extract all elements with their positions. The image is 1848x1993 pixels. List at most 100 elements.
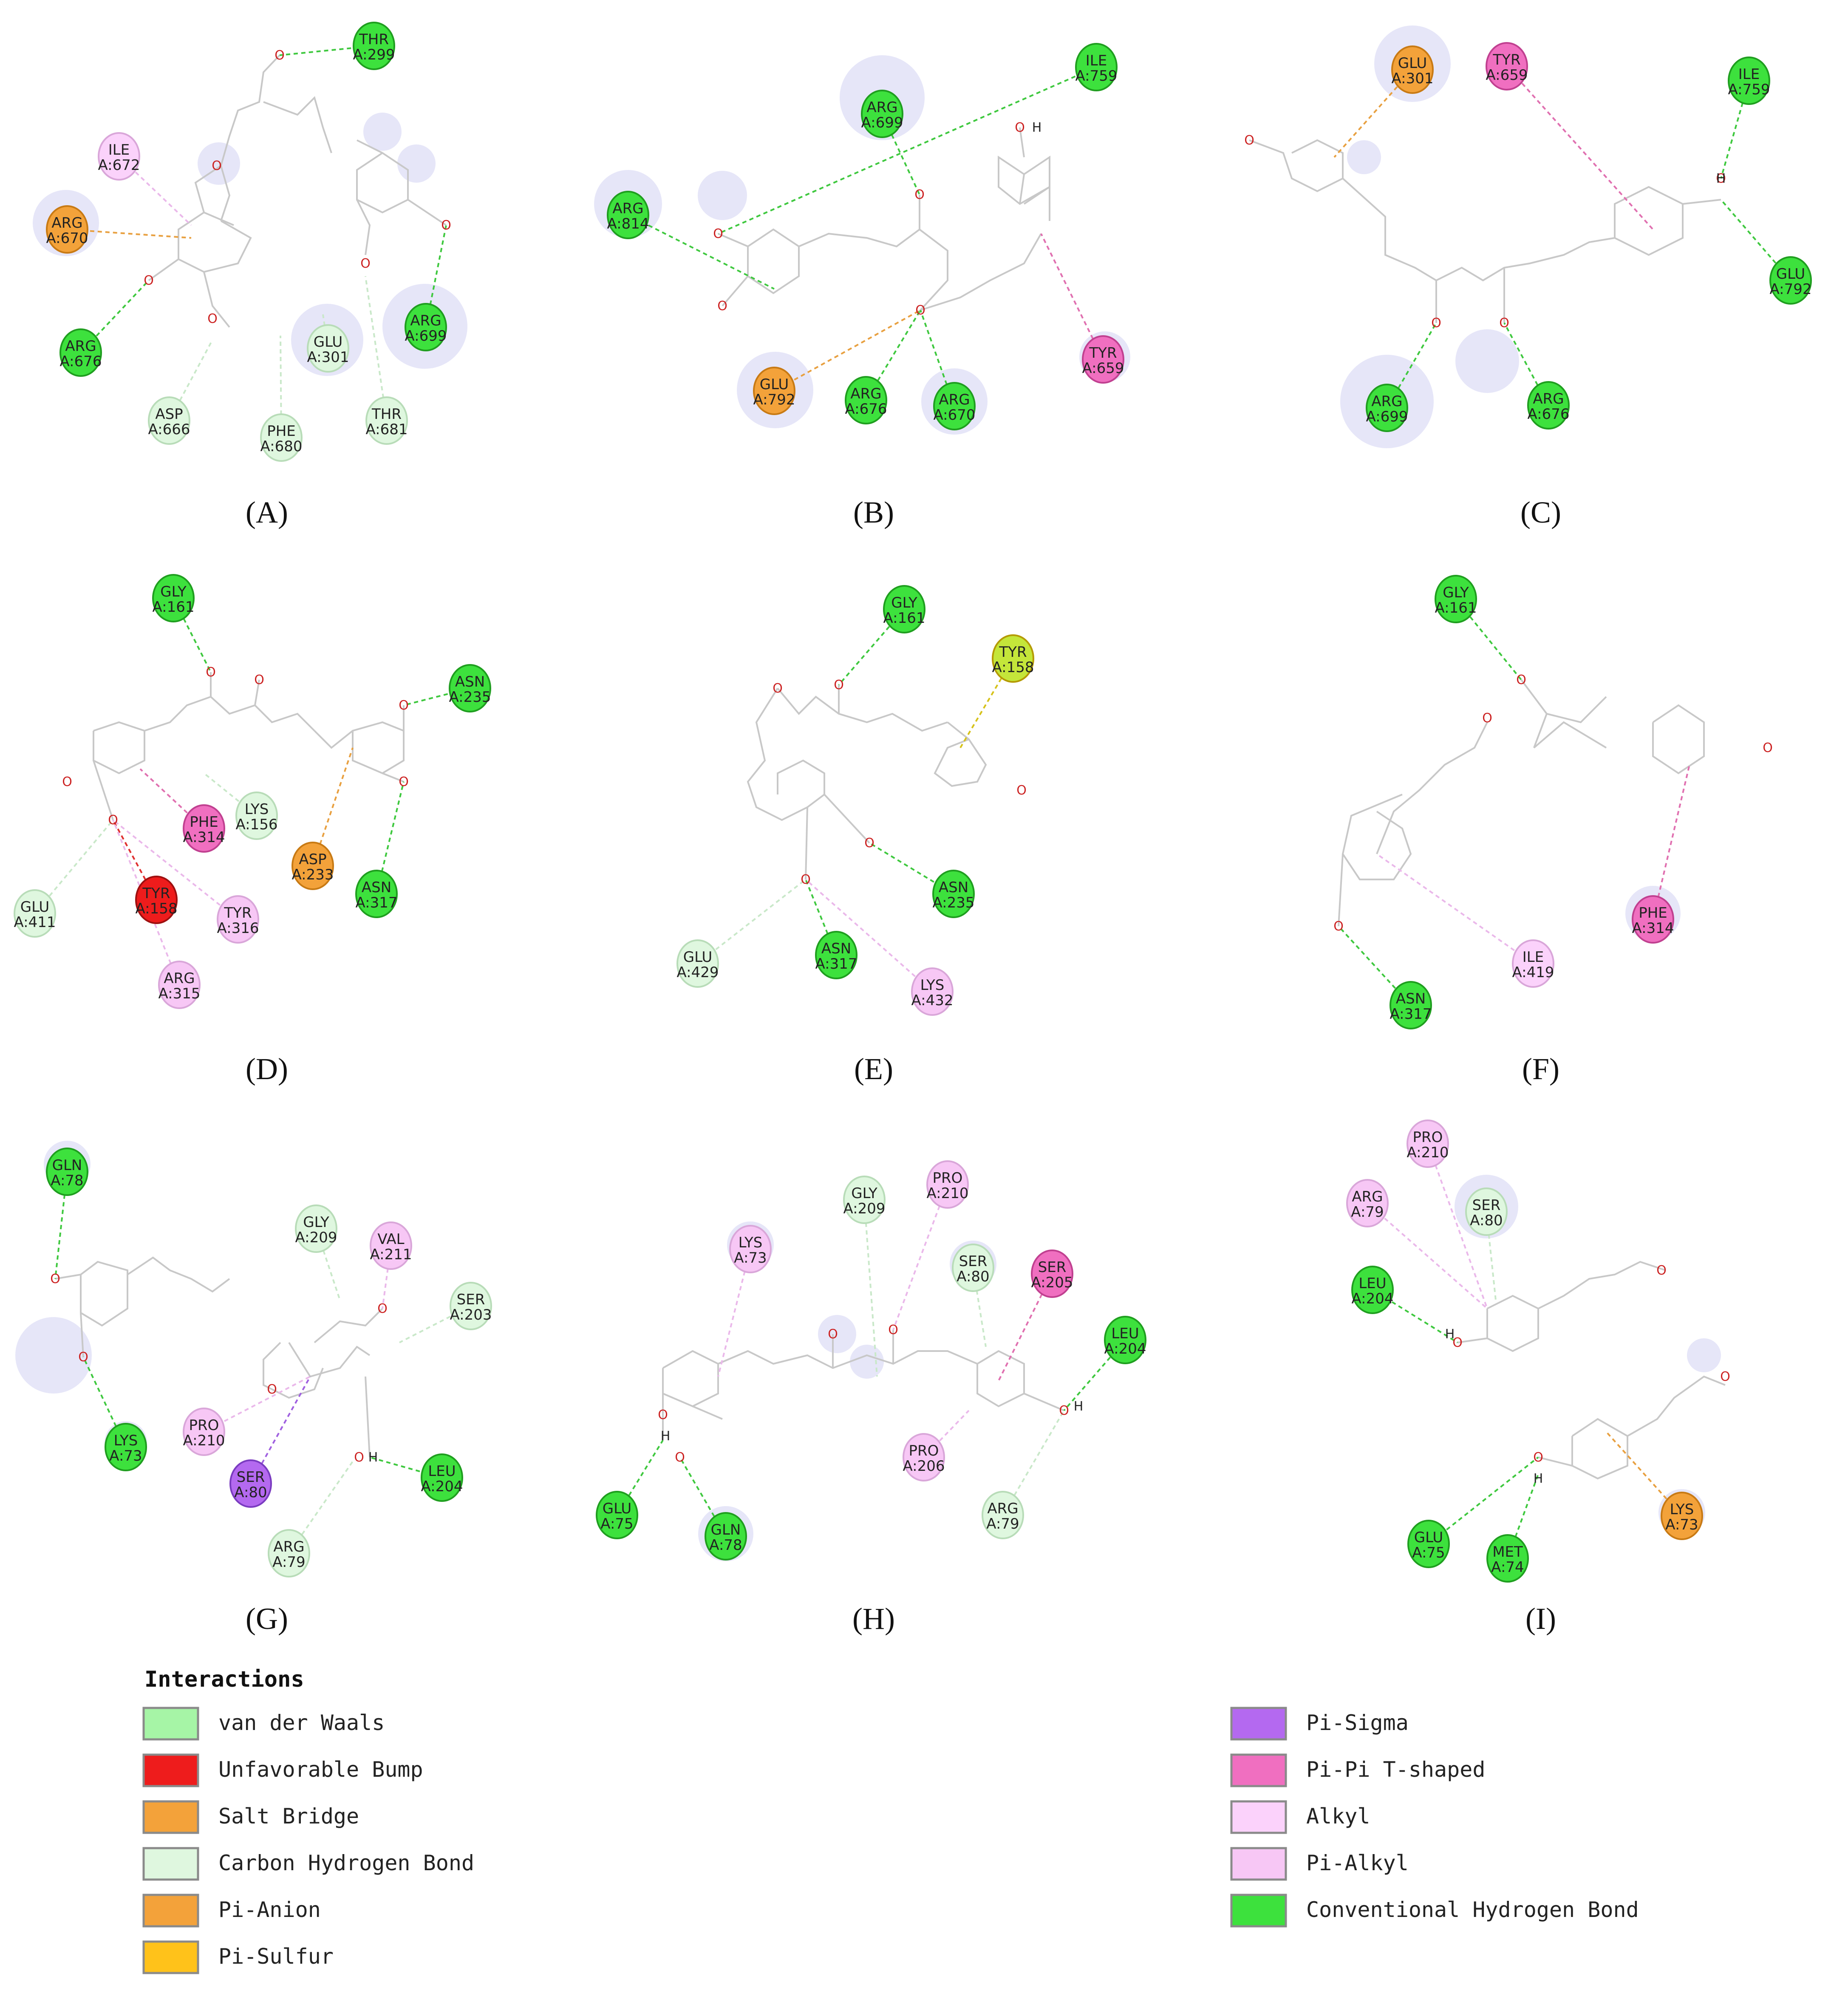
residue-name: ARG <box>273 1538 304 1555</box>
residue-id: A:79 <box>1351 1204 1384 1221</box>
ligand-bond <box>254 679 260 706</box>
residue-id: A:78 <box>51 1172 83 1189</box>
residue-id: A:759 <box>1075 68 1117 85</box>
residue-bubble <box>353 22 395 70</box>
residue-name: SER <box>959 1253 988 1270</box>
residue-name: TYR <box>999 644 1027 661</box>
residue-name: TYR <box>1492 51 1520 68</box>
residue-id: A:233 <box>291 866 334 883</box>
oxygen-atom-label: O <box>267 1382 277 1397</box>
interaction-line-salt-bridge <box>67 229 192 239</box>
legend-item-label: Pi-Alkyl <box>1306 1851 1409 1875</box>
residue-name: GLY <box>160 583 187 600</box>
interaction-line-pi-pi-t-shaped <box>1506 65 1654 230</box>
ligand-bond <box>1023 185 1050 221</box>
residue-bubble <box>1486 1534 1529 1583</box>
interaction-line-pi-alkyl <box>204 1376 311 1433</box>
residue-name: LYS <box>739 1234 763 1251</box>
residue-bubble <box>1075 43 1118 91</box>
residue-id: A:411 <box>14 914 56 931</box>
ligand-bond <box>1546 696 1607 724</box>
residue-bubble <box>843 1176 886 1224</box>
residue-id: A:670 <box>46 230 88 247</box>
residue-bubble <box>105 1423 147 1471</box>
lavender-halo <box>818 1315 856 1353</box>
residue-bubble <box>229 1459 272 1508</box>
residue-id: A:210 <box>1407 1144 1449 1161</box>
interaction-line-pi-alkyl <box>1427 1143 1488 1309</box>
residue-bubble <box>98 132 140 181</box>
interaction-line-pi-alkyl <box>805 879 933 992</box>
lavender-halo <box>1455 329 1519 393</box>
residue-name: ASP <box>299 851 326 868</box>
residue-name: ILE <box>1738 66 1760 83</box>
residue-name: PHE <box>267 423 296 440</box>
residue-name: LEU <box>428 1463 456 1480</box>
residue-bubble <box>1486 42 1528 90</box>
residue-bubble <box>1391 45 1434 94</box>
legend-swatch <box>1230 1894 1287 1928</box>
residue-bubble <box>911 967 954 1016</box>
panel-label: (G) <box>246 1602 288 1636</box>
residue-name: SER <box>1472 1197 1501 1214</box>
residue-id: A:161 <box>152 599 194 616</box>
residue-bubble <box>46 205 88 254</box>
residue-id: A:79 <box>272 1554 305 1571</box>
interaction-line-carbon-hydrogen-bond <box>315 1228 341 1300</box>
ligand-bond <box>934 721 987 787</box>
interaction-line-pi-alkyl <box>1367 1202 1488 1309</box>
residue-id: A:80 <box>1470 1212 1503 1229</box>
residue-id: A:161 <box>1435 599 1477 616</box>
oxygen-atom-label: O <box>1716 171 1726 186</box>
ligand-bond <box>1019 127 1025 158</box>
interaction-line-pi-alkyl <box>892 1184 948 1330</box>
hydrogen-atom-label: H <box>1534 1471 1543 1486</box>
interaction-line-conventional-hydrogen-bond <box>1428 1456 1539 1545</box>
residue-id: A:78 <box>709 1537 742 1554</box>
legend-title: Interactions <box>144 1667 304 1692</box>
residue-bubble <box>705 1512 747 1560</box>
residue-id: A:80 <box>957 1268 989 1285</box>
ligand-bond <box>662 1350 719 1408</box>
residue-bubble <box>1407 1520 1450 1568</box>
oxygen-atom-label: O <box>915 303 925 318</box>
residue-name: SER <box>457 1291 485 1308</box>
residue-name: GLN <box>711 1521 741 1538</box>
ligand-bond <box>722 275 749 307</box>
residue-bubble <box>932 870 975 918</box>
residue-id: A:419 <box>1512 964 1554 981</box>
residue-name: GLN <box>52 1157 82 1174</box>
interaction-line-conventional-hydrogen-bond <box>718 66 1097 235</box>
residue-id: A:814 <box>607 215 649 232</box>
panel-label: (H) <box>852 1602 895 1636</box>
residue-bubble <box>933 382 976 430</box>
oxygen-atom-label: O <box>1533 1450 1543 1465</box>
ligand-bond <box>1024 1393 1064 1411</box>
residue-id: A:681 <box>365 421 408 438</box>
residue-bubble <box>365 396 408 445</box>
residue-name: ARG <box>410 312 441 329</box>
residue-id: A:74 <box>1491 1559 1524 1576</box>
residue-bubble <box>1104 1316 1146 1364</box>
interaction-line-carbon-hydrogen-bond <box>399 1305 471 1343</box>
residue-id: A:792 <box>753 391 795 408</box>
residue-bubble <box>1346 1179 1389 1227</box>
ligand-bond <box>1486 1295 1539 1352</box>
residue-name: ILE <box>108 141 130 158</box>
residue-bubble <box>729 1225 772 1273</box>
residue-bubble <box>861 90 903 138</box>
residue-id: A:317 <box>355 894 397 911</box>
residue-id: A:672 <box>98 157 140 174</box>
